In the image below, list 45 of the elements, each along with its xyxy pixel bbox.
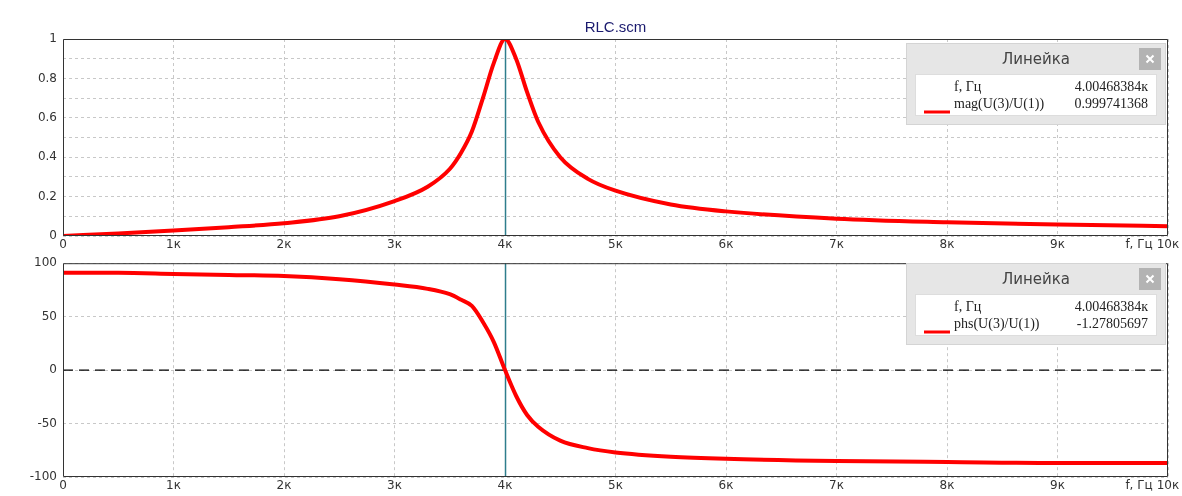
x-tick-label: 8к [939,478,955,493]
y-tick-label: 50 [41,308,57,323]
legend-label: phs(U(3)/U(1)) [954,315,1041,332]
y-tick-label: 0.6 [37,109,57,124]
x-tick-label: 5к [608,478,623,493]
y-tick-label: -100 [29,469,57,484]
x-tick-label: 6к [718,478,734,493]
y-tick-label: 1 [49,31,57,46]
x-tick-label: 0 [59,478,67,493]
x-tick-label: 2к [276,478,292,493]
x-tick-label: 0 [59,237,67,252]
x-tick-label: 3к [387,237,402,252]
y-tick-label: -50 [37,415,57,430]
x-tick-label: 7к [829,237,844,252]
x-axis-title: f, Гц [954,78,983,95]
y-tick-label: 0 [49,362,57,377]
y-tick-label: 0.8 [37,70,57,85]
chart-title: RLC.scm [584,17,647,35]
y-tick-label: 100 [34,255,57,270]
x-tick-label: 6к [718,237,734,252]
legend-title: Линейка [1000,49,1072,70]
annotation: 4.00468384к [1074,78,1148,95]
x-tick-label: 9к [1050,478,1065,493]
annotation: 0.999741368 [1074,95,1148,112]
x-tick-label: 10к [1156,237,1180,252]
legend-title: Линейка [1000,269,1072,290]
annotation: -1.27805697 [1076,315,1148,332]
legend-label: mag(U(3)/U(1)) [954,95,1046,112]
x-tick-label: 5к [608,237,623,252]
x-tick-label: 7к [829,478,844,493]
x-axis-title: f, Гц [954,298,983,315]
x-tick-label: 3к [387,478,402,493]
text: f, Гц [1125,478,1153,493]
x-tick-label: 4к [497,237,513,252]
annotation: 4.00468384к [1074,298,1148,315]
x-tick-label: 8к [939,237,955,252]
x-tick-label: 2к [276,237,292,252]
x-tick-label: 9к [1050,237,1065,252]
y-tick-label: 0.4 [37,149,57,164]
x-tick-label: 10к [1156,478,1180,493]
x-tick-label: 1к [166,237,181,252]
y-tick-label: 0.2 [37,188,57,203]
x-tick-label: 4к [497,478,513,493]
x-tick-label: 1к [166,478,181,493]
text: f, Гц [1125,237,1153,252]
